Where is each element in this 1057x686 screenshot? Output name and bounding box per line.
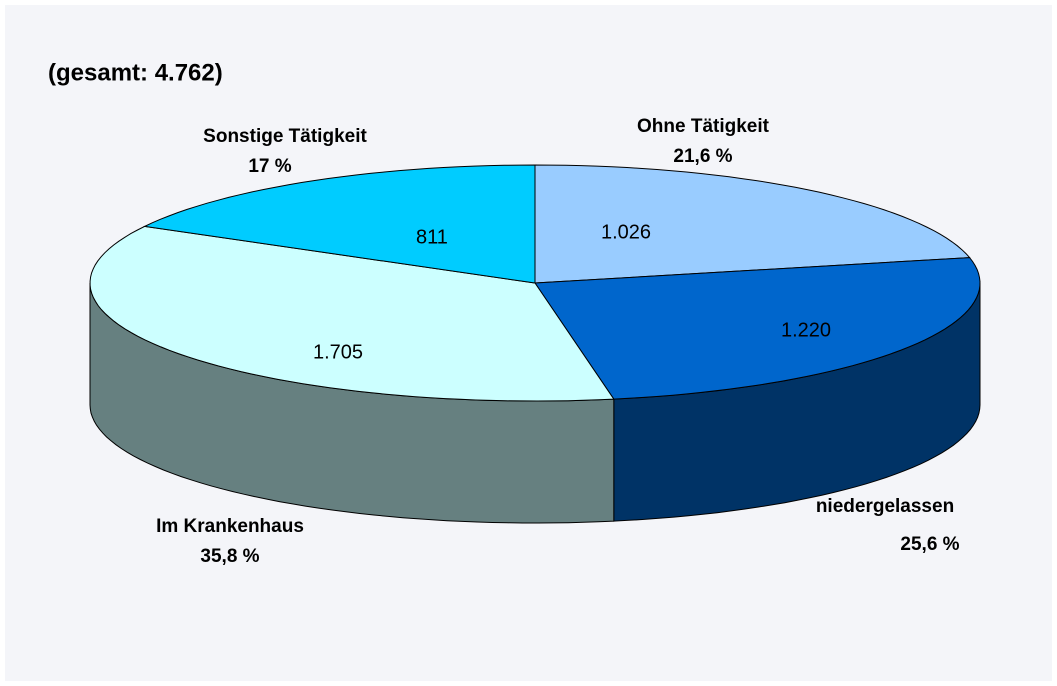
slice bbox=[534, 257, 981, 400]
category-label: Im Krankenhaus bbox=[156, 516, 304, 537]
category-label: niedergelassen bbox=[816, 496, 954, 517]
data-label: 1.026 bbox=[601, 221, 651, 243]
data-label: 1.220 bbox=[781, 319, 831, 341]
percentage-label: 25,6 % bbox=[900, 534, 959, 555]
percentage-label: 21,6 % bbox=[673, 146, 732, 167]
slice bbox=[142, 164, 536, 284]
slice bbox=[89, 225, 615, 402]
percentage-label: 17 % bbox=[248, 156, 291, 177]
category-label: Ohne Tätigkeit bbox=[637, 116, 770, 137]
category-label: Sonstige Tätigkeit bbox=[203, 126, 367, 147]
percentage-label: 35,8 % bbox=[200, 546, 259, 567]
slice bbox=[534, 164, 971, 284]
chart-title: (gesamt: 4.762) bbox=[48, 59, 223, 86]
data-label: 1.705 bbox=[313, 341, 363, 363]
data-label: 811 bbox=[416, 226, 448, 248]
